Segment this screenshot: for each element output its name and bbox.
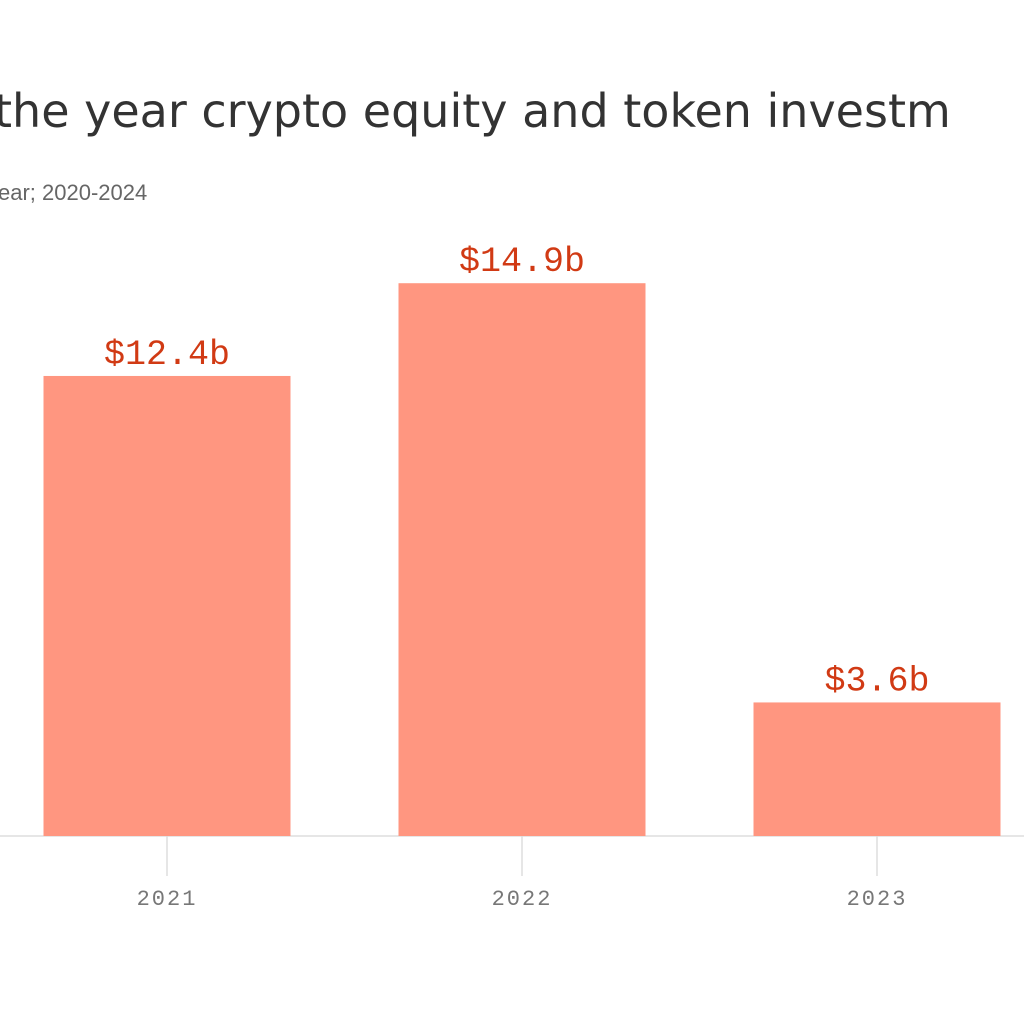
bar bbox=[753, 702, 1001, 836]
bar bbox=[398, 283, 646, 837]
value-label: $3.6b bbox=[824, 661, 929, 701]
value-label: $12.4b bbox=[104, 335, 230, 375]
x-tick-label: 2023 bbox=[847, 887, 908, 912]
value-label: $14.9b bbox=[459, 242, 585, 282]
bar bbox=[43, 375, 291, 836]
chart-subtitle: ear; 2020-2024 bbox=[0, 180, 147, 205]
plot-area: $12.4b 2021 $14.9b 2022 $3.6b 2023 bbox=[0, 242, 1024, 912]
x-tick-label: 2022 bbox=[492, 887, 553, 912]
chart-title: the year crypto equity and token investm bbox=[0, 84, 951, 138]
x-tick-label: 2021 bbox=[137, 887, 198, 912]
